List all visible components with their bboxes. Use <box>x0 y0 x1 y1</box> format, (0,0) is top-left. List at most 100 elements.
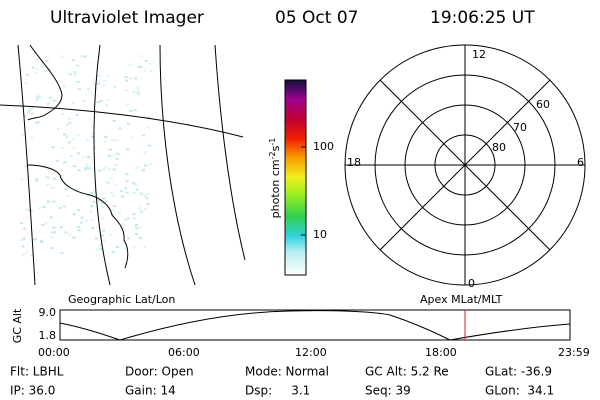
map-pixel <box>52 172 56 175</box>
map-pixel <box>115 157 119 160</box>
map-pixel <box>31 112 35 115</box>
map-pixel <box>132 217 136 220</box>
map-pixel <box>90 191 94 194</box>
map-pixel <box>124 187 128 190</box>
map-pixel <box>24 82 28 85</box>
map-pixel <box>65 134 69 137</box>
map-pixel <box>112 194 116 197</box>
map-pixel <box>91 135 95 138</box>
map-pixel <box>72 146 76 149</box>
map-pixel <box>105 75 109 78</box>
map-pixel <box>76 152 80 155</box>
info-field: Mode: Normal <box>245 365 329 379</box>
map-pixel <box>20 239 24 242</box>
map-pixel <box>95 248 99 251</box>
map-pixel <box>80 55 84 58</box>
map-pixel <box>108 148 112 151</box>
map-pixel <box>34 71 38 74</box>
map-pixel <box>139 66 143 69</box>
map-pixel <box>135 86 139 89</box>
map-pixel <box>126 217 130 220</box>
map-pixel <box>114 184 118 187</box>
map-pixel <box>101 206 105 209</box>
map-pixel <box>112 168 116 171</box>
map-pixel <box>47 200 51 203</box>
map-pixel <box>42 206 46 209</box>
altitude-frame <box>59 309 571 341</box>
map-pixel <box>35 99 39 102</box>
map-pixel <box>71 101 75 104</box>
map-pixel <box>112 154 116 157</box>
map-pixel <box>133 246 137 249</box>
map-pixel <box>84 166 88 169</box>
map-pixel <box>124 219 128 222</box>
map-pixel <box>136 91 140 94</box>
map-pixel <box>112 213 116 216</box>
map-pixel <box>86 88 90 91</box>
map-pixel <box>72 165 76 168</box>
unit: s <box>269 145 282 151</box>
map-pixel <box>30 136 34 139</box>
polar-grid <box>344 44 586 286</box>
colorbar-tick-label: 10 <box>313 228 327 241</box>
map-pixel <box>29 209 33 212</box>
map-pixel <box>124 75 128 78</box>
info-field: IP: 36.0 <box>10 384 55 398</box>
info-panel: Flt: LBHL Door: Open Mode: Normal GC Alt: 5… <box>10 365 554 398</box>
map-pixel <box>125 180 129 183</box>
altitude-curve <box>59 310 571 341</box>
map-pixel <box>68 233 72 236</box>
map-pixel <box>23 114 27 117</box>
map-pixel <box>52 231 56 234</box>
map-pixel <box>76 80 80 83</box>
map-pixel <box>21 253 25 256</box>
map-pixel <box>108 154 112 157</box>
map-pixel <box>140 192 144 195</box>
map-pixel <box>86 195 90 198</box>
map-pixel <box>109 191 113 194</box>
map-pixel <box>93 146 97 149</box>
map-pixel <box>118 127 122 130</box>
map-grid <box>0 44 246 286</box>
map-pixel <box>146 193 150 196</box>
map-pixel <box>124 89 128 92</box>
map-pixel <box>22 227 26 230</box>
map-pixel <box>142 134 146 137</box>
map-pixel <box>76 134 80 137</box>
x-tick-label: 18:00 <box>425 346 457 359</box>
map-pixel <box>72 213 76 216</box>
x-tick-label: 06:00 <box>168 346 200 359</box>
map-pixel <box>104 135 108 138</box>
map-pixel <box>121 195 125 198</box>
axis-label: GC Alt <box>11 308 24 343</box>
map-pixel <box>51 146 55 149</box>
map-pixel <box>56 127 60 130</box>
map-pixel <box>33 238 37 241</box>
map-pixel <box>43 222 47 225</box>
map-pixel <box>52 200 56 203</box>
map-pixel <box>52 99 56 102</box>
map-pixel <box>68 73 72 76</box>
map-pixel <box>60 226 64 229</box>
map-pixel <box>102 83 106 86</box>
map-pixel <box>65 136 69 139</box>
map-pixel <box>143 194 147 197</box>
map-pixel <box>77 209 81 212</box>
map-pixel <box>106 181 110 184</box>
map-pixel <box>133 183 137 186</box>
map-pixel <box>129 110 133 113</box>
map-pixel <box>115 246 119 249</box>
map-pixel <box>125 173 129 176</box>
map-pixel <box>135 166 139 169</box>
map-pixel <box>141 169 145 172</box>
map-pixel <box>96 101 100 104</box>
map-pixel <box>41 224 45 227</box>
title: Ultraviolet Imager <box>50 8 204 28</box>
map-pixel <box>66 123 70 126</box>
map-pixel <box>110 139 114 142</box>
map-pixel <box>127 237 131 240</box>
map-pixel <box>68 122 72 125</box>
map-pixel <box>63 161 67 164</box>
map-pixel <box>78 88 82 91</box>
